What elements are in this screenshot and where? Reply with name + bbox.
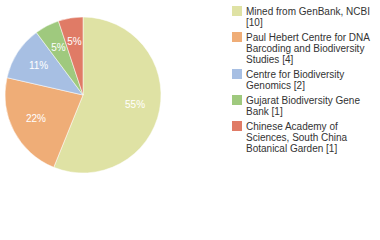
legend-swatch xyxy=(232,6,242,16)
data-label: 55% xyxy=(125,99,145,110)
legend-item: Chinese Academy ofSciences, South ChinaB… xyxy=(232,121,348,154)
legend-item: Paul Hebert Centre for DNABarcoding and … xyxy=(232,32,370,65)
pie xyxy=(5,17,161,173)
legend-swatch xyxy=(232,121,242,131)
data-label: 5% xyxy=(51,42,66,53)
legend-label: Mined from GenBank, NCBI[10] xyxy=(246,6,370,28)
data-label: 5% xyxy=(67,36,82,47)
legend-item: Mined from GenBank, NCBI[10] xyxy=(232,6,370,28)
legend-swatch xyxy=(232,95,242,105)
legend-label: Paul Hebert Centre for DNABarcoding and … xyxy=(246,32,370,65)
pie-slice xyxy=(58,17,83,95)
legend-label: Chinese Academy ofSciences, South ChinaB… xyxy=(246,121,348,154)
data-label: 22% xyxy=(26,113,46,124)
chart: 55%22%11%5%5%Mined from GenBank, NCBI[10… xyxy=(0,0,380,240)
legend-item: Centre for BiodiversityGenomics [2] xyxy=(232,69,344,91)
legend-swatch xyxy=(232,69,242,79)
data-label: 11% xyxy=(29,60,48,71)
legend-label: Gujarat Biodiversity GeneBank [1] xyxy=(246,95,360,117)
legend: Mined from GenBank, NCBI[10] Paul Hebert … xyxy=(232,6,370,154)
legend-swatch xyxy=(232,32,242,42)
legend-item: Gujarat Biodiversity GeneBank [1] xyxy=(232,95,360,117)
legend-label: Centre for BiodiversityGenomics [2] xyxy=(246,69,344,91)
data-labels: 55%22%11%5%5% xyxy=(26,36,145,124)
